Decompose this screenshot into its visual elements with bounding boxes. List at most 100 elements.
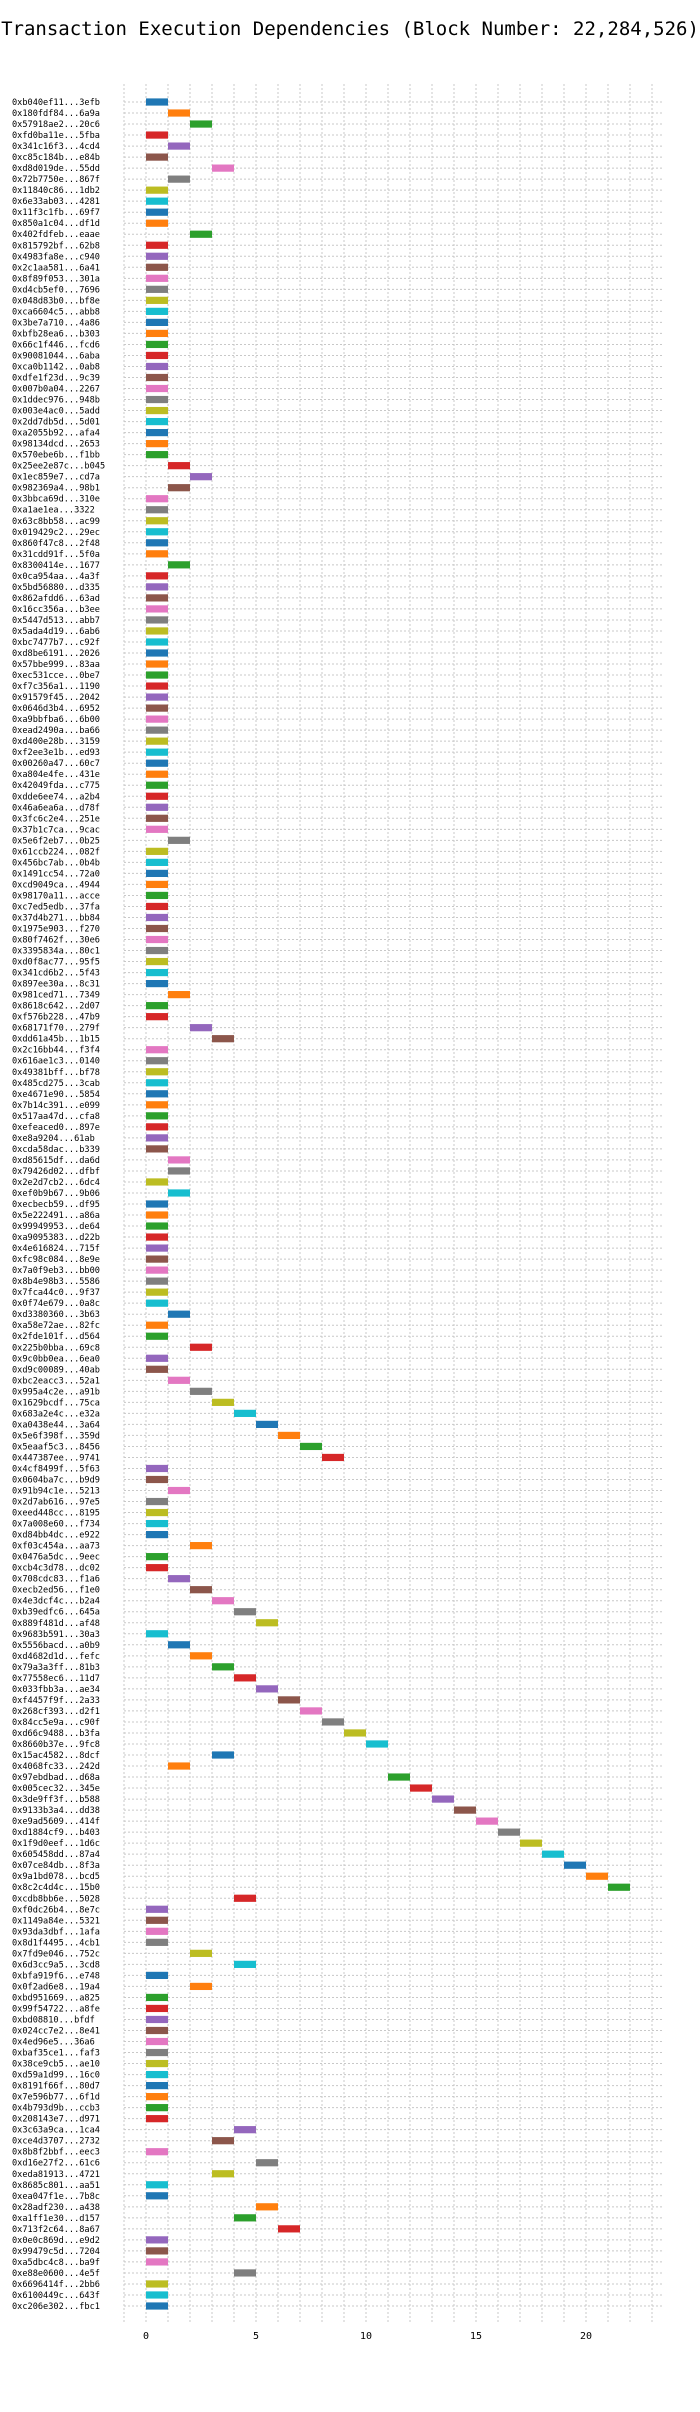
transaction-bar — [146, 1497, 168, 1506]
tx-hash-label: 0xe9ad5609...414f — [12, 1817, 100, 1827]
tx-hash-label: 0x897ee30a...8c31 — [12, 980, 100, 990]
tx-hash-label: 0xf576b228...47b9 — [12, 1013, 100, 1023]
transaction-bar — [146, 1927, 168, 1935]
tx-hash-label: 0x97ebdbad...d68a — [12, 1773, 100, 1783]
tx-hash-label: 0x11f3c1fb...69f7 — [12, 208, 100, 218]
tx-hash-label: 0xd400e28b...3159 — [12, 737, 100, 747]
transaction-bar — [300, 1707, 322, 1715]
transaction-bar — [146, 2181, 168, 2189]
tx-hash-label: 0x570ebe6b...f1bb — [12, 451, 100, 461]
transaction-bar — [146, 440, 168, 448]
tx-hash-label: 0xce4d3707...2732 — [12, 2137, 100, 2147]
tx-hash-label: 0x8f89f053...301a — [12, 274, 100, 284]
tx-hash-label: 0x0604ba7c...b9d9 — [12, 1476, 100, 1486]
transaction-bar — [146, 285, 168, 293]
tx-hash-label: 0x5e6f398f...359d — [12, 1431, 100, 1441]
tx-hash-label: 0x982369a4...98b1 — [12, 484, 100, 494]
tx-hash-label: 0xdd61a45b...1b15 — [12, 1035, 100, 1045]
transaction-bar — [322, 1453, 344, 1462]
transaction-bar — [146, 417, 168, 426]
tx-hash-label: 0x268cf393...d2f1 — [12, 1707, 100, 1717]
transaction-bar — [146, 2247, 168, 2255]
tx-hash-label: 0x77558ec6...11d7 — [12, 1674, 100, 1684]
transaction-bar — [146, 329, 168, 338]
transaction-bar — [146, 2082, 168, 2090]
tx-hash-label: 0x0f74e679...0a8c — [12, 1299, 100, 1309]
transaction-bar — [146, 406, 168, 415]
tx-hash-label: 0x0f2ad6e8...19a4 — [12, 1982, 100, 1992]
tx-hash-label: 0xe8a9204...61ab — [12, 1134, 95, 1144]
transaction-bar — [168, 175, 190, 183]
tx-hash-label: 0xcdb8bb6e...5028 — [12, 1894, 100, 1904]
transaction-bar — [146, 858, 168, 866]
transaction-bar — [190, 1542, 212, 1550]
transaction-bar — [146, 1200, 168, 1208]
transaction-bar — [586, 1872, 608, 1880]
transaction-bar — [146, 616, 168, 624]
tx-hash-label: 0x8618c642...2d07 — [12, 1002, 100, 1012]
tx-hash-label: 0x683a2e4c...e32a — [12, 1409, 100, 1419]
grid-lines — [123, 84, 663, 2324]
transaction-bar — [146, 1233, 168, 1241]
transaction-bar — [234, 1608, 256, 1616]
tx-hash-label: 0xfd0ba11e...5fba — [12, 131, 100, 141]
tx-hash-label: 0x9133b3a4...dd38 — [12, 1806, 100, 1816]
transaction-bar — [476, 1817, 498, 1825]
transaction-bar — [146, 2115, 168, 2123]
tx-hash-label: 0xa5dbc4c8...ba9f — [12, 2258, 100, 2268]
tx-hash-label: 0x605458dd...87a4 — [12, 1850, 100, 1860]
transaction-bar — [168, 142, 190, 150]
transaction-bar — [146, 2148, 168, 2156]
transaction-bar — [146, 517, 168, 525]
tx-hash-label: 0x860f47c8...2f48 — [12, 539, 100, 549]
transaction-bar — [146, 1905, 168, 1913]
transaction-bar — [146, 1508, 168, 1517]
transaction-bar — [146, 1971, 168, 1979]
transaction-bar — [146, 1321, 168, 1329]
transaction-bar — [146, 605, 168, 613]
transaction-bar — [146, 682, 168, 690]
tx-hash-label: 0xd4cb5ef0...7696 — [12, 285, 100, 295]
transaction-bar — [146, 539, 168, 547]
transaction-bar — [146, 1288, 168, 1296]
transaction-bar — [190, 120, 212, 128]
tx-hash-label: 0xeed448cc...8195 — [12, 1509, 100, 1519]
transaction-bar — [146, 1916, 168, 1924]
tx-hash-label: 0xea047f1e...7b8c — [12, 2192, 100, 2202]
tx-hash-label: 0xbd951669...a825 — [12, 1993, 100, 2003]
transaction-bar — [146, 495, 168, 503]
tx-hash-label: 0x456bc7ab...0b4b — [12, 858, 100, 868]
tx-hash-label: 0x79426d02...dfbf — [12, 1167, 100, 1177]
tx-hash-label: 0xd0f8ac77...95f5 — [12, 958, 100, 968]
transaction-bar — [146, 825, 168, 833]
tx-hash-label: 0x07ce84db...8f3a — [12, 1861, 100, 1871]
tx-hash-label: 0xead2490a...ba66 — [12, 726, 100, 736]
tx-hash-label: 0xa9095383...d22b — [12, 1233, 100, 1243]
transaction-bar — [146, 737, 168, 745]
chart-title: Transaction Execution Dependencies (Bloc… — [1, 18, 699, 40]
tx-hash-label: 0x6d3cc9a5...3cd8 — [12, 1960, 100, 1970]
tx-hash-label: 0xd4682d1d...fefc — [12, 1652, 100, 1662]
tx-hash-label: 0x225b0bba...69c8 — [12, 1343, 100, 1353]
transaction-bar — [146, 2302, 168, 2310]
transaction-bar — [168, 836, 190, 844]
tx-hash-label: 0xbd08810...bfdf — [12, 2015, 95, 2025]
tx-hash-label: 0x7a008e60...f734 — [12, 1520, 100, 1530]
tx-hash-label: 0x981ced71...7349 — [12, 991, 100, 1001]
tx-hash-label: 0x2c1aa581...6a41 — [12, 263, 100, 273]
transaction-bar — [256, 1685, 278, 1693]
tx-hash-label: 0x5ada4d19...6ab6 — [12, 627, 100, 637]
transaction-bar — [146, 1211, 168, 1219]
transaction-bar — [168, 1167, 190, 1175]
transaction-bar — [146, 693, 168, 701]
transaction-bar — [146, 957, 168, 966]
transaction-bar — [564, 1861, 586, 1869]
transaction-bar — [146, 351, 168, 360]
tx-hash-label: 0x616ae1c3...0140 — [12, 1057, 100, 1067]
tx-hash-label: 0x2e2d7cb2...6dc4 — [12, 1178, 100, 1188]
tx-hash-label: 0x15ac4582...8dcf — [12, 1751, 100, 1761]
transaction-bar — [146, 197, 168, 205]
tx-hash-label: 0x5e6f2eb7...0b25 — [12, 836, 100, 846]
tx-hash-label: 0x1975e903...f270 — [12, 925, 100, 935]
x-tick-labels: 0 5 10 15 20 — [143, 2331, 592, 2342]
